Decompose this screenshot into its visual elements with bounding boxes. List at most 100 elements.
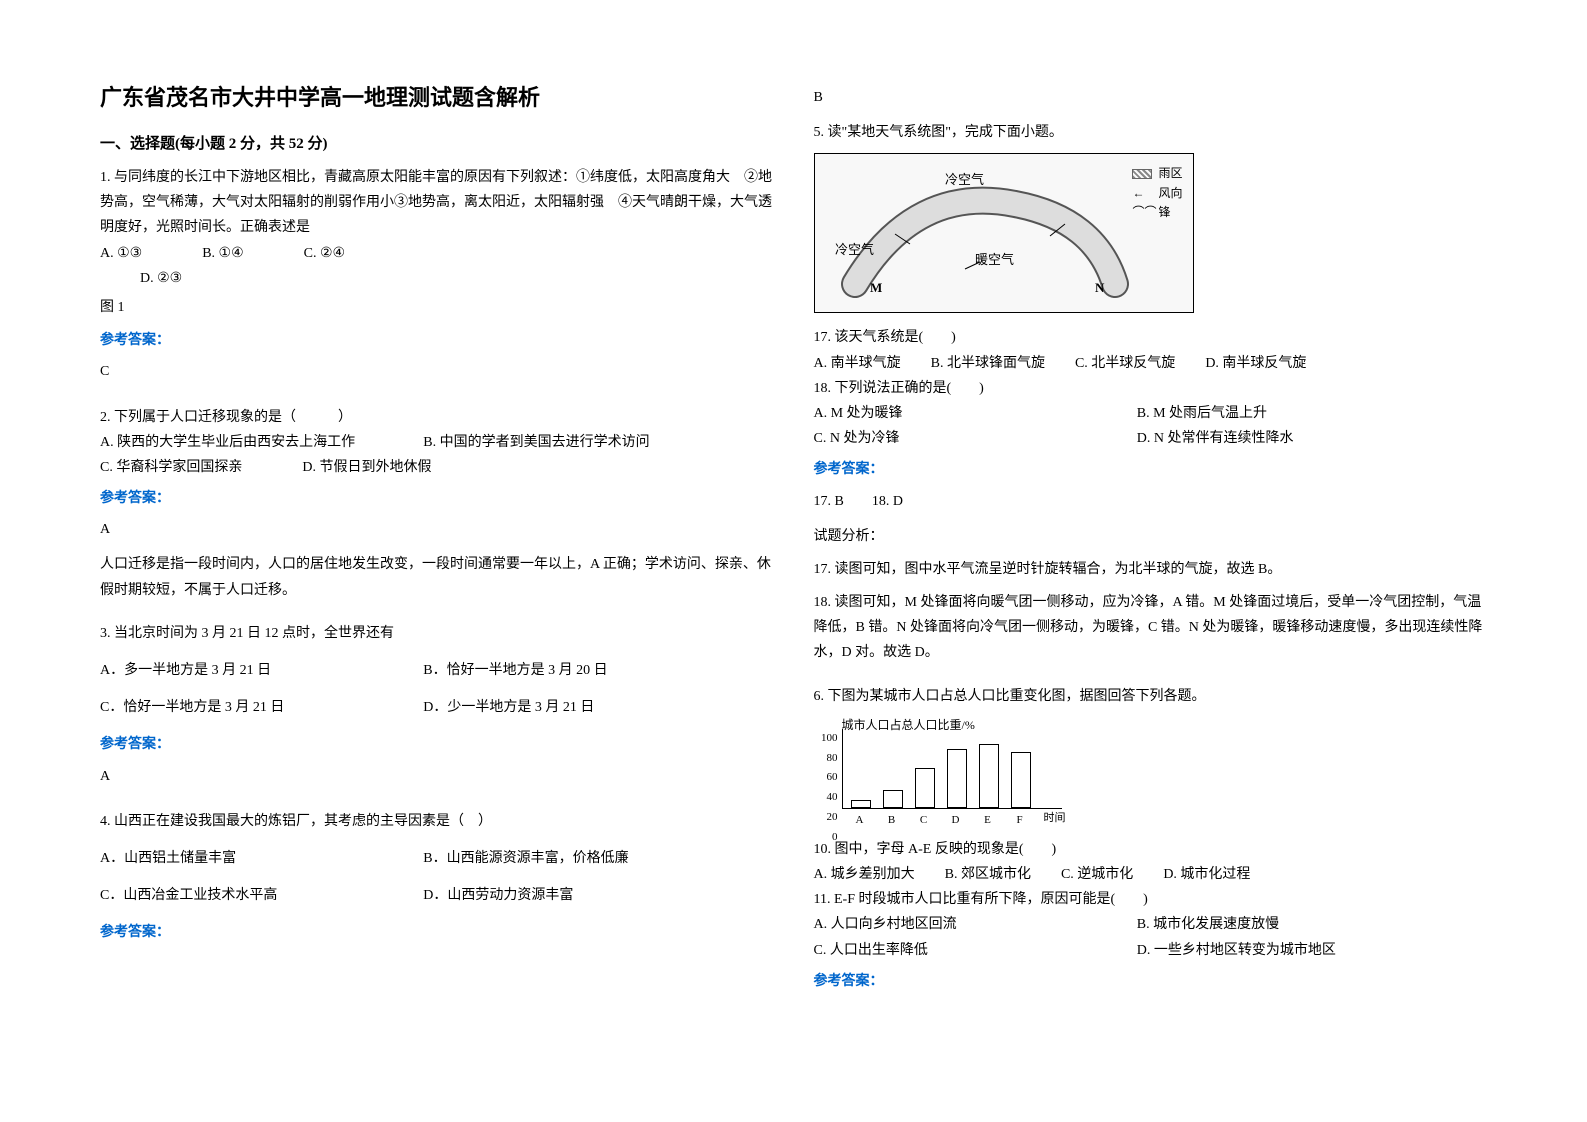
q6-answer-label: 参考答案： [814, 969, 1488, 994]
x-C: C [914, 811, 934, 831]
legend-front: ⌒⌒ 锋 [1132, 203, 1182, 222]
x-A: A [850, 811, 870, 831]
question-1: 1. 与同纬度的长江中下游地区相比，青藏高原太阳能丰富的原因有下列叙述：①纬度低… [100, 165, 774, 395]
y-60: 60 [814, 768, 838, 788]
q2-answer-label: 参考答案： [100, 486, 774, 511]
q3-answer: A [100, 764, 774, 789]
x-B: B [882, 811, 902, 831]
x-E: E [978, 811, 998, 831]
q2-answer: A [100, 517, 774, 542]
q5-sub18: 18. 下列说法正确的是( ) [814, 376, 1488, 401]
q2-optB: B. 中国的学者到美国去进行学术访问 [423, 430, 746, 455]
x-F: F [1010, 811, 1030, 831]
q6-sub11-options2: C. 人口出生率降低 D. 一些乡村地区转变为城市地区 [814, 938, 1488, 963]
q1-optC: C. ②④ [304, 241, 345, 266]
bar-chart: 城市人口占总人口比重/% 100 80 60 40 20 0 A B C D E… [814, 715, 1074, 825]
q5-17B: B. 北半球锋面气旋 [931, 351, 1045, 376]
q3-optA: A．多一半地方是 3 月 21 日 [100, 658, 423, 683]
bar [883, 790, 903, 808]
question-4: 4. 山西正在建设我国最大的炼铝厂，其考虑的主导因素是（ ） A．山西铝土储量丰… [100, 809, 774, 952]
question-5: 5. 读"某地天气系统图"，完成下面小题。 冷空气 冷空气 暖空气 M N 雨区 [814, 120, 1488, 673]
y-20: 20 [814, 808, 838, 828]
q5-sub17-options: A. 南半球气旋 B. 北半球锋面气旋 C. 北半球反气旋 D. 南半球反气旋 [814, 351, 1488, 376]
bar [979, 744, 999, 808]
chart-area [842, 729, 1062, 809]
bar [851, 800, 871, 808]
q4-optB: B．山西能源资源丰富，价格低廉 [423, 846, 746, 871]
q5-sub17: 17. 该天气系统是( ) [814, 325, 1488, 350]
q1-options: A. ①③ B. ①④ C. ②④ [100, 241, 774, 266]
q2-optD: D. 节假日到外地休假 [302, 455, 431, 480]
q3-options: A．多一半地方是 3 月 21 日 B．恰好一半地方是 3 月 20 日 [100, 658, 774, 683]
diagram-M: M [870, 280, 882, 295]
q2-text: 2. 下列属于人口迁移现象的是（ ） [100, 405, 774, 430]
q6-11D: D. 一些乡村地区转变为城市地区 [1137, 938, 1460, 963]
q2-optC: C. 华裔科学家回国探亲 [100, 455, 242, 480]
q6-sub11: 11. E-F 时段城市人口比重有所下降，原因可能是( ) [814, 887, 1488, 912]
legend-wind-icon: ← [1132, 184, 1152, 203]
bar [1011, 752, 1031, 808]
q6-10C: C. 逆城市化 [1061, 862, 1133, 887]
right-column: B 5. 读"某地天气系统图"，完成下面小题。 冷空气 冷空气 暖空气 M N … [814, 80, 1488, 1082]
diagram-N: N [1095, 280, 1105, 295]
y-0: 0 [814, 828, 838, 848]
q1-text: 1. 与同纬度的长江中下游地区相比，青藏高原太阳能丰富的原因有下列叙述：①纬度低… [100, 165, 774, 241]
q6-10A: A. 城乡差别加大 [814, 862, 915, 887]
section-header: 一、选择题(每小题 2 分，共 52 分) [100, 132, 774, 153]
q6-10D: D. 城市化过程 [1163, 862, 1250, 887]
q3-optC: C．恰好一半地方是 3 月 21 日 [100, 695, 423, 720]
bar [947, 749, 967, 808]
question-6: 6. 下图为某城市人口占总人口比重变化图，据图回答下列各题。 城市人口占总人口比… [814, 684, 1488, 1000]
legend-rain-icon [1132, 169, 1152, 179]
q6-11C: C. 人口出生率降低 [814, 938, 1137, 963]
q4-optA: A．山西铝土储量丰富 [100, 846, 423, 871]
q1-answer-label: 参考答案： [100, 328, 774, 353]
q1-optA: A. ①③ [100, 241, 142, 266]
q2-options: A. 陕西的大学生毕业后由西安去上海工作 B. 中国的学者到美国去进行学术访问 [100, 430, 774, 455]
legend-front-icon: ⌒⌒ [1132, 203, 1152, 222]
diagram-legend: 雨区 ← 风向 ⌒⌒ 锋 [1132, 164, 1182, 222]
x-axis-title: 时间 [1044, 809, 1066, 829]
question-2: 2. 下列属于人口迁移现象的是（ ） A. 陕西的大学生毕业后由西安去上海工作 … [100, 405, 774, 611]
q1-optB: B. ①④ [202, 241, 243, 266]
q6-text: 6. 下图为某城市人口占总人口比重变化图，据图回答下列各题。 [814, 684, 1488, 709]
q1-figure-label: 图 1 [100, 295, 774, 320]
q5-18B: B. M 处雨后气温上升 [1137, 401, 1460, 426]
q2-optA: A. 陕西的大学生毕业后由西安去上海工作 [100, 430, 423, 455]
q5-17D: D. 南半球反气旋 [1205, 351, 1306, 376]
legend-rain: 雨区 [1132, 164, 1182, 183]
q5-18C: C. N 处为冷锋 [814, 426, 1137, 451]
left-column: 广东省茂名市大井中学高一地理测试题含解析 一、选择题(每小题 2 分，共 52 … [100, 80, 774, 1082]
y-100: 100 [814, 729, 838, 749]
bar [915, 768, 935, 808]
q5-18D: D. N 处常伴有连续性降水 [1137, 426, 1460, 451]
q1-options-2: D. ②③ [100, 266, 774, 291]
q5-text: 5. 读"某地天气系统图"，完成下面小题。 [814, 120, 1488, 145]
q3-answer-label: 参考答案： [100, 732, 774, 757]
q4-answer-label: 参考答案： [100, 920, 774, 945]
q1-optD: D. ②③ [140, 266, 182, 291]
q6-sub10: 10. 图中，字母 A-E 反映的现象是( ) [814, 837, 1488, 862]
x-axis: A B C D E F [842, 811, 1062, 831]
q5-answer: 17. B 18. D [814, 489, 1488, 514]
q4-answer: B [814, 85, 1488, 110]
y-40: 40 [814, 788, 838, 808]
q6-sub10-options: A. 城乡差别加大 B. 郊区城市化 C. 逆城市化 D. 城市化过程 [814, 862, 1488, 887]
q4-options: A．山西铝土储量丰富 B．山西能源资源丰富，价格低廉 [100, 846, 774, 871]
legend-wind: ← 风向 [1132, 184, 1182, 203]
q4-optD: D．山西劳动力资源丰富 [423, 883, 746, 908]
q5-17C: C. 北半球反气旋 [1075, 351, 1175, 376]
weather-diagram: 冷空气 冷空气 暖空气 M N 雨区 ← 风向 ⌒⌒ [814, 153, 1194, 313]
q5-sub18-options2: C. N 处为冷锋 D. N 处常伴有连续性降水 [814, 426, 1488, 451]
q5-analysis18: 18. 读图可知，M 处锋面将向暖气团一侧移动，应为冷锋，A 错。M 处锋面过境… [814, 590, 1488, 666]
q1-answer: C [100, 359, 774, 384]
q3-text: 3. 当北京时间为 3 月 21 日 12 点时，全世界还有 [100, 621, 774, 646]
diagram-coldair-left: 冷空气 [835, 242, 874, 257]
q2-options-2: C. 华裔科学家回国探亲 D. 节假日到外地休假 [100, 455, 774, 480]
q6-11A: A. 人口向乡村地区回流 [814, 912, 1137, 937]
q5-analysis-label: 试题分析： [814, 524, 1488, 549]
x-D: D [946, 811, 966, 831]
q6-sub11-options1: A. 人口向乡村地区回流 B. 城市化发展速度放慢 [814, 912, 1488, 937]
page-title: 广东省茂名市大井中学高一地理测试题含解析 [100, 80, 774, 112]
q4-text: 4. 山西正在建设我国最大的炼铝厂，其考虑的主导因素是（ ） [100, 809, 774, 834]
